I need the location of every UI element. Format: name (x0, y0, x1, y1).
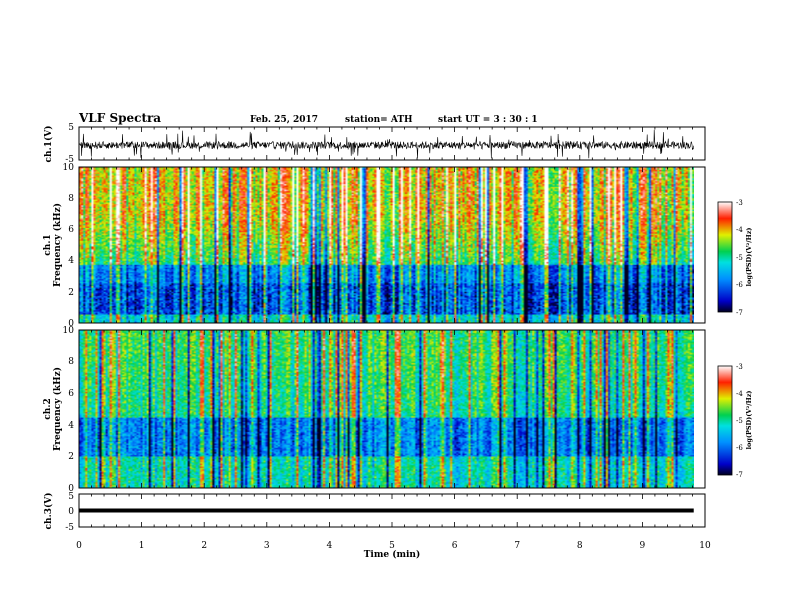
ch1-colorbar-tick: -3 (736, 199, 743, 207)
ch2-freq-tick: 8 (68, 357, 74, 367)
ch1-freq-tick: 6 (68, 225, 74, 235)
time-tick-label: 1 (139, 541, 145, 551)
panel-ch1-spectrogram: 0 2 4 6 8 10 ch.1 Frequency (kHz) -3 -4 … (43, 163, 753, 329)
time-tick-label: 0 (76, 541, 82, 551)
ch1-colorbar-tick: -5 (736, 254, 743, 262)
time-tick-label: 8 (577, 541, 583, 551)
ch2-colorbar: -3 -4 -5 -6 -7 log(PSD)(V²/Hz) (717, 363, 753, 479)
time-tick-label: 10 (699, 541, 711, 551)
start-time-label: start UT = 3 : 30 : 1 (438, 115, 538, 125)
ch1-ytick-top: 5 (68, 123, 74, 133)
ch1-freq-tick: 8 (68, 194, 74, 204)
ch1-colorbar-tick: -7 (736, 309, 743, 317)
ch2-spectrogram-yticks: 0 2 4 6 8 10 (63, 326, 75, 494)
ch2-colorbar-tick: -5 (736, 417, 743, 425)
time-tick-label: 6 (452, 541, 458, 551)
ch1-spectrogram-yticks: 0 2 4 6 8 10 (63, 163, 75, 329)
ch3-waveform-ylabel: ch.3(V) (43, 493, 54, 530)
station-label: station= ATH (345, 115, 413, 125)
ch1-spectrogram-ylabel-2: Frequency (kHz) (52, 203, 63, 287)
ch2-spectrogram-ylabel-1: ch.2 (43, 398, 53, 419)
ch3-ytick-bottom: -5 (65, 523, 74, 533)
ch1-colorbar-tick: -6 (736, 281, 743, 289)
time-tick-label: 3 (264, 541, 270, 551)
ch3-ytick-top: 5 (68, 492, 74, 502)
ch2-freq-tick: 4 (68, 421, 74, 431)
ch2-freq-tick: 10 (63, 326, 75, 336)
ch1-waveform-path (78, 129, 694, 159)
time-tick-label: 2 (201, 541, 207, 551)
spectrogram-raster (79, 330, 694, 488)
ch1-colorbar: -3 -4 -5 -6 -7 log(PSD)(V²/Hz) (717, 199, 753, 317)
ch2-spectrogram-xticks (78, 330, 706, 488)
ch1-freq-tick: 10 (63, 163, 75, 173)
ch2-colorbar-label: log(PSD)(V²/Hz) (745, 391, 753, 450)
date-label: Feb. 25, 2017 (250, 115, 318, 125)
ch2-colorbar-tick: -6 (736, 444, 743, 452)
ch2-spectrogram-ylabel-2: Frequency (kHz) (52, 367, 63, 451)
ch3-waveform-xticks (78, 494, 706, 527)
time-tick-label: 4 (327, 541, 333, 551)
ch2-colorbar-tick: -7 (736, 471, 743, 479)
time-axis-label: Time (min) (364, 549, 421, 560)
panel-ch3-waveform: 5 0 -5 ch.3(V) (43, 492, 706, 533)
ch1-waveform-trace (78, 129, 694, 159)
time-tick-label: 7 (514, 541, 520, 551)
ch1-ytick-bottom: -5 (65, 155, 74, 165)
time-axis: 0 1 2 3 4 5 6 7 8 9 10 Time (min) (76, 541, 711, 560)
spectrogram-raster (79, 167, 694, 323)
ch1-colorbar-tick: -4 (736, 226, 743, 234)
ch1-waveform-ylabel: ch.1(V) (43, 126, 54, 163)
time-tick-label: 5 (389, 541, 395, 551)
ch1-spectrogram-ylabel-1: ch.1 (43, 234, 53, 255)
panel-ch2-spectrogram: 0 2 4 6 8 10 ch.2 Frequency (kHz) -3 -4 … (43, 326, 753, 494)
ch3-ytick-mid: 0 (68, 507, 74, 517)
ch2-spectrogram-image (79, 330, 694, 488)
ch1-spectrogram-xticks (78, 167, 706, 323)
ch1-spectrogram-image (79, 167, 694, 323)
ch2-colorbar-tick: -3 (736, 363, 743, 371)
ch2-colorbar-gradient (717, 365, 733, 476)
ch2-colorbar-tick: -4 (736, 390, 743, 398)
ch1-freq-tick: 2 (68, 288, 74, 298)
ch1-freq-tick: 0 (68, 319, 74, 329)
ch2-freq-tick: 2 (68, 452, 74, 462)
ch1-colorbar-label: log(PSD)(V²/Hz) (745, 228, 753, 287)
ch2-freq-tick: 6 (68, 389, 74, 399)
ch1-waveform-xticks (78, 127, 706, 160)
ch2-freq-tick: 0 (68, 484, 74, 494)
time-tick-label: 9 (640, 541, 646, 551)
panel-ch1-waveform: 5 -5 ch.1(V) (43, 123, 706, 165)
figure-title: VLF Spectra (78, 111, 161, 125)
ch1-colorbar-gradient (717, 201, 733, 313)
ch1-freq-tick: 4 (68, 256, 74, 266)
